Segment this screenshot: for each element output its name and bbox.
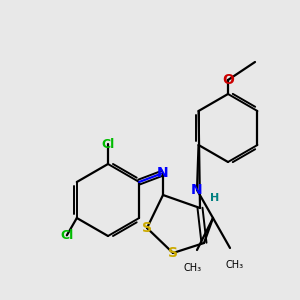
Text: O: O [222, 73, 234, 87]
Text: CH₃: CH₃ [184, 263, 202, 273]
Text: Cl: Cl [101, 137, 115, 151]
Text: S: S [168, 246, 178, 260]
Text: CH₃: CH₃ [226, 260, 244, 270]
Text: H: H [210, 193, 220, 203]
Text: N: N [191, 183, 203, 197]
Text: S: S [142, 221, 152, 235]
Text: Cl: Cl [60, 229, 74, 242]
Text: N: N [157, 166, 169, 180]
